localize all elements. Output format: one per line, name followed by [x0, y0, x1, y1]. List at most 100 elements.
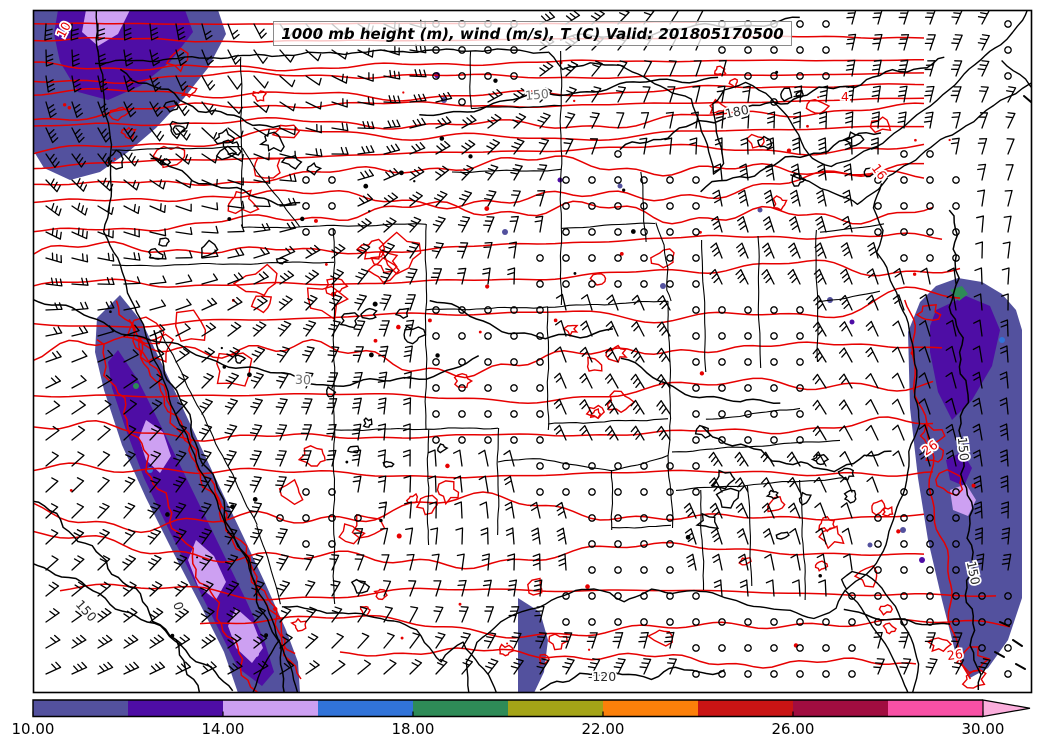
wind-barb: [149, 607, 164, 623]
wind-barb: [454, 501, 463, 519]
temperature-contour: [33, 83, 925, 102]
wind-barb: [275, 528, 288, 545]
calm-wind-circle: [614, 488, 622, 496]
calm-wind-circle: [562, 228, 570, 236]
calm-wind-circle: [484, 410, 492, 418]
wind-barb: [616, 112, 625, 129]
wind-barb: [357, 72, 374, 82]
calm-wind-circle: [484, 384, 492, 392]
calm-wind-circle: [536, 254, 544, 262]
wind-barb: [838, 347, 853, 363]
wind-barb: [408, 580, 417, 597]
wind-barb: [123, 152, 139, 167]
wind-barb: [872, 33, 883, 51]
wind-barb: [1002, 241, 1011, 259]
contour-label: 150: [524, 86, 549, 103]
temperature-contour-loop: [271, 124, 301, 139]
wind-barb: [301, 398, 313, 415]
calm-wind-circle: [484, 358, 492, 366]
wind-barb: [838, 399, 853, 415]
calm-wind-circle: [718, 332, 726, 340]
height-contour-loop: [258, 131, 285, 153]
calm-wind-circle: [588, 228, 596, 236]
height-contour-loop: [347, 445, 360, 454]
temperature-speck: [314, 218, 318, 223]
wind-barb: [97, 277, 115, 286]
calm-wind-circle: [796, 358, 804, 366]
wind-barb: [999, 371, 1009, 389]
calm-wind-circle: [900, 540, 908, 548]
calm-wind-circle: [432, 384, 440, 392]
wind-barb: [351, 397, 362, 415]
state-border: [425, 306, 549, 311]
wind-barb: [45, 425, 60, 441]
wind-barb: [951, 632, 963, 649]
wind-barb: [147, 528, 162, 545]
temperature-contour: [33, 200, 934, 233]
wind-barb: [227, 101, 243, 115]
wind-barb: [1005, 164, 1014, 181]
state-border: [470, 104, 562, 110]
wind-barb: [764, 553, 775, 571]
contour-label: -120: [588, 669, 616, 684]
wind-barb: [279, 221, 297, 233]
wind-barb: [767, 111, 776, 129]
calm-wind-circle: [640, 540, 648, 548]
wind-barb: [738, 553, 749, 571]
wind-barb: [866, 294, 879, 311]
wind-barb: [841, 215, 853, 233]
wind-barb: [977, 34, 990, 51]
wind-barb: [579, 399, 593, 415]
wind-barb: [951, 658, 965, 675]
wind-barb: [278, 295, 293, 311]
height-contour: [33, 562, 234, 692]
terrain-speck: [818, 573, 822, 578]
wind-barb: [300, 424, 312, 441]
wind-barb: [305, 148, 323, 157]
wind-barb: [817, 163, 827, 181]
calm-wind-circle: [952, 176, 960, 184]
calm-wind-circle: [1004, 592, 1012, 600]
terrain-speck: [170, 633, 175, 638]
wind-barb: [999, 397, 1009, 415]
wind-barb: [898, 59, 909, 77]
temperature-speck: [69, 488, 73, 492]
wind-barb: [711, 216, 723, 233]
wind-barb: [71, 49, 80, 67]
wind-barb: [45, 581, 60, 597]
wind-barb: [739, 163, 749, 181]
height-contour-loop: [842, 131, 865, 148]
terrain-speck: [368, 352, 374, 358]
colorbar-tick-label: 22.00: [582, 720, 625, 738]
calm-wind-circle: [718, 46, 726, 54]
temperature-shading: [946, 452, 972, 486]
calm-wind-circle: [952, 514, 960, 522]
height-contour-loop: [350, 578, 371, 594]
temperature-contour-loop: [498, 643, 515, 657]
wind-barb: [945, 449, 957, 467]
wind-barb: [478, 475, 489, 493]
wind-barb: [977, 163, 987, 181]
calm-wind-circle: [796, 306, 804, 314]
temperature-contour-loop: [805, 98, 831, 115]
wind-barb: [250, 554, 264, 571]
calm-wind-circle: [588, 566, 596, 574]
temperature-speck: [427, 318, 432, 323]
calm-wind-circle: [718, 644, 726, 652]
height-contour-loop: [200, 239, 219, 259]
wind-barb: [512, 113, 527, 129]
temperature-contour-loop: [853, 565, 878, 588]
calm-wind-circle: [510, 332, 518, 340]
wind-barb: [1000, 475, 1009, 493]
wind-barb: [892, 294, 905, 311]
calm-wind-circle: [874, 514, 882, 522]
wind-barb: [557, 553, 567, 571]
height-contour-loop: [362, 417, 373, 428]
wind-barb: [925, 658, 938, 675]
wind-barb: [227, 153, 244, 163]
wind-barb: [873, 631, 883, 649]
wind-barb: [71, 253, 89, 263]
wind-barb: [433, 606, 444, 623]
wind-barb: [201, 273, 219, 285]
